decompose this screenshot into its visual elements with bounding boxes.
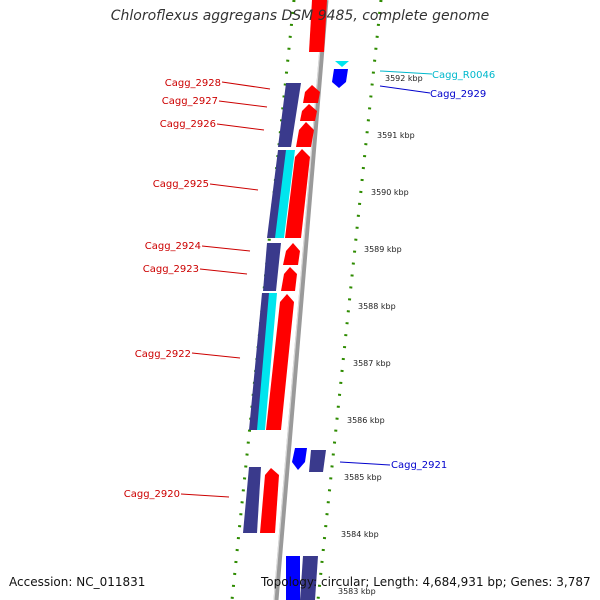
rna-cagg-2922-track — [256, 293, 277, 430]
label-cagg-2927: Cagg_2927 — [162, 96, 218, 107]
cds-bottom-reverse — [286, 556, 300, 600]
leader-cagg-2925 — [209, 183, 259, 191]
leader-cagg-2927 — [218, 100, 268, 108]
leader-cagg-2928 — [221, 81, 271, 90]
label-cagg-r0046: Cagg_R0046 — [432, 70, 495, 81]
label-cagg-2929: Cagg_2929 — [430, 89, 486, 100]
cds-cagg-2922 — [266, 294, 294, 430]
cds-cagg-2920 — [260, 468, 279, 533]
gc-block-2 — [267, 150, 286, 238]
label-cagg-2921: Cagg_2921 — [391, 460, 447, 471]
map-title: Chloroflexus aggregans DSM 9485, complet… — [110, 8, 490, 24]
gc-block-4 — [249, 293, 269, 430]
ruler-tick-3585: 3585 kbp — [344, 473, 382, 482]
leader-cagg-2924 — [201, 245, 251, 252]
cds-cagg-2929 — [332, 69, 348, 88]
gc-block-6 — [309, 450, 326, 472]
label-cagg-2924: Cagg_2924 — [145, 241, 201, 252]
ruler-tick-3592: 3592 kbp — [385, 74, 423, 83]
cds-cagg-2923 — [281, 267, 297, 291]
cds-cagg-2927 — [300, 104, 317, 121]
leader-cagg-2926 — [216, 123, 265, 131]
outer-gc-track-right — [316, 0, 383, 600]
cds-cagg-2928 — [303, 85, 320, 103]
ruler-tick-3584: 3584 kbp — [341, 530, 379, 539]
accession-text: Accession: NC_011831 — [9, 575, 146, 589]
label-cagg-2928: Cagg_2928 — [165, 78, 221, 89]
label-cagg-2925: Cagg_2925 — [153, 179, 209, 190]
gc-block-5 — [243, 467, 261, 533]
cds-top-forward — [309, 0, 327, 52]
ruler-tick-3587: 3587 kbp — [353, 359, 391, 368]
ruler-tick-3583: 3583 kbp — [338, 587, 376, 596]
label-cagg-2920: Cagg_2920 — [124, 489, 180, 500]
leader-cagg-r0046 — [379, 70, 433, 75]
leader-cagg-2920 — [180, 493, 230, 498]
cds-cagg-2924 — [283, 243, 300, 265]
gc-block-7 — [300, 556, 318, 600]
rna-cagg-r0046 — [335, 61, 349, 67]
ruler-tick-3591: 3591 kbp — [377, 131, 415, 140]
leader-cagg-2923 — [199, 268, 248, 275]
ruler-tick-3589: 3589 kbp — [364, 245, 402, 254]
cds-cagg-2925 — [285, 149, 310, 238]
label-cagg-2922: Cagg_2922 — [135, 349, 191, 360]
ruler-tick-3586: 3586 kbp — [347, 416, 385, 425]
leader-cagg-2922 — [191, 352, 241, 359]
label-cagg-2926: Cagg_2926 — [160, 119, 216, 130]
leader-cagg-2929 — [379, 85, 431, 94]
gc-block-1 — [278, 83, 301, 147]
cds-reverse-2921a — [292, 448, 307, 470]
cds-cagg-2926 — [296, 122, 314, 147]
rna-cagg-2925-track — [274, 150, 295, 238]
genome-stats-text: Topology: circular; Length: 4,684,931 bp… — [261, 575, 591, 589]
ruler-tick-3588: 3588 kbp — [358, 302, 396, 311]
ruler-tick-3590: 3590 kbp — [371, 188, 409, 197]
gc-block-3 — [263, 243, 281, 291]
label-cagg-2923: Cagg_2923 — [143, 264, 199, 275]
leader-cagg-2921 — [339, 461, 391, 466]
